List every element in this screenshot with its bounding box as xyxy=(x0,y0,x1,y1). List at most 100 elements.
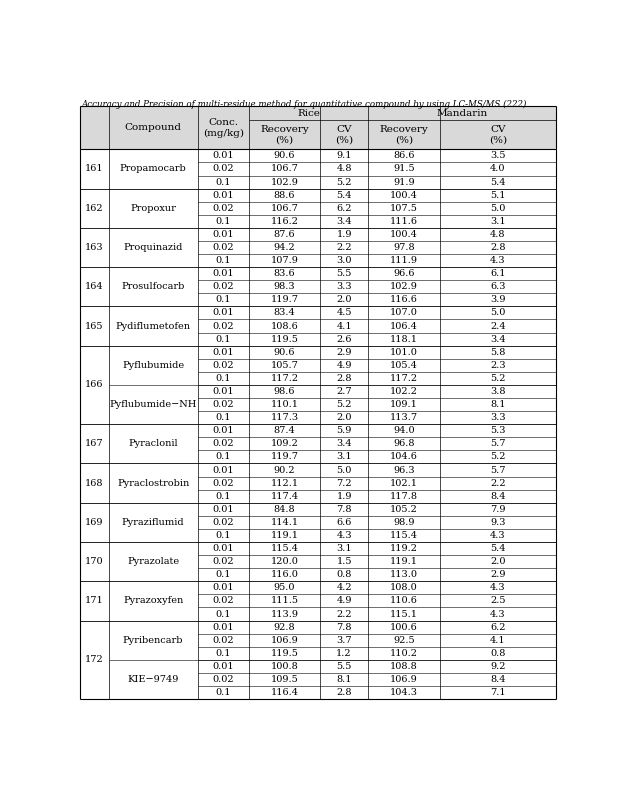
Text: 96.3: 96.3 xyxy=(393,465,415,474)
Text: 0.01: 0.01 xyxy=(213,230,234,239)
Text: 91.9: 91.9 xyxy=(393,178,415,187)
Text: 117.2: 117.2 xyxy=(390,374,419,383)
Text: 98.9: 98.9 xyxy=(394,518,415,527)
Text: 7.2: 7.2 xyxy=(336,478,352,487)
Text: 5.5: 5.5 xyxy=(337,662,352,671)
Text: Pydiflumetofen: Pydiflumetofen xyxy=(115,322,190,330)
Text: 115.4: 115.4 xyxy=(390,531,418,540)
Text: 100.8: 100.8 xyxy=(270,662,298,671)
Text: 111.6: 111.6 xyxy=(390,217,418,225)
Text: 5.2: 5.2 xyxy=(336,178,352,187)
Text: Pyribencarb: Pyribencarb xyxy=(123,636,184,645)
Text: 1.9: 1.9 xyxy=(336,230,352,239)
Text: 116.2: 116.2 xyxy=(270,217,298,225)
Text: Propamocarb: Propamocarb xyxy=(120,165,187,174)
Text: 7.1: 7.1 xyxy=(490,688,506,697)
Text: 112.1: 112.1 xyxy=(270,478,298,487)
Text: 91.5: 91.5 xyxy=(393,165,415,174)
Text: 102.1: 102.1 xyxy=(390,478,418,487)
Text: Rice: Rice xyxy=(297,108,320,118)
Text: 94.2: 94.2 xyxy=(273,243,295,252)
Text: 0.02: 0.02 xyxy=(213,361,234,370)
Text: 0.02: 0.02 xyxy=(213,596,234,605)
Text: 86.6: 86.6 xyxy=(394,151,415,160)
Text: 0.01: 0.01 xyxy=(213,191,234,200)
Text: 4.0: 4.0 xyxy=(490,165,506,174)
Text: 165: 165 xyxy=(85,322,104,330)
Text: 7.8: 7.8 xyxy=(336,623,352,632)
Text: 113.9: 113.9 xyxy=(270,609,298,618)
Text: 2.0: 2.0 xyxy=(336,296,352,305)
Text: 94.0: 94.0 xyxy=(393,427,415,436)
Text: 88.6: 88.6 xyxy=(273,191,295,200)
Text: 0.1: 0.1 xyxy=(216,609,231,618)
Text: Compound: Compound xyxy=(125,124,182,133)
Text: 110.2: 110.2 xyxy=(390,649,418,658)
Text: 2.9: 2.9 xyxy=(490,570,506,579)
Text: 8.1: 8.1 xyxy=(336,675,352,684)
Text: 98.3: 98.3 xyxy=(273,282,295,291)
Text: CV
(%): CV (%) xyxy=(489,125,507,145)
Text: 163: 163 xyxy=(85,243,104,252)
Text: 118.1: 118.1 xyxy=(390,335,418,343)
Text: 110.6: 110.6 xyxy=(390,596,418,605)
Text: 107.0: 107.0 xyxy=(390,309,418,318)
Text: 117.4: 117.4 xyxy=(270,492,298,501)
Text: 96.8: 96.8 xyxy=(394,440,415,448)
Text: 3.1: 3.1 xyxy=(490,217,506,225)
Text: 0.1: 0.1 xyxy=(216,649,231,658)
Text: 5.0: 5.0 xyxy=(490,204,506,213)
Bar xyxy=(80,106,556,120)
Text: 9.3: 9.3 xyxy=(490,518,506,527)
Text: 5.4: 5.4 xyxy=(490,178,506,187)
Text: 3.9: 3.9 xyxy=(490,296,506,305)
Text: 106.9: 106.9 xyxy=(270,636,298,645)
Text: 0.8: 0.8 xyxy=(337,570,352,579)
Text: 4.1: 4.1 xyxy=(490,636,506,645)
Text: 83.6: 83.6 xyxy=(273,269,295,278)
Text: 113.0: 113.0 xyxy=(390,570,418,579)
Text: 4.9: 4.9 xyxy=(336,596,352,605)
Text: 0.01: 0.01 xyxy=(213,505,234,514)
Text: 5.4: 5.4 xyxy=(336,191,352,200)
Text: 104.6: 104.6 xyxy=(390,452,418,461)
Text: 3.4: 3.4 xyxy=(336,440,352,448)
Text: 2.0: 2.0 xyxy=(490,558,506,566)
Text: 116.4: 116.4 xyxy=(270,688,298,697)
Text: 106.7: 106.7 xyxy=(270,204,298,213)
Text: 3.8: 3.8 xyxy=(490,387,506,396)
Text: Pyflubumide−NH: Pyflubumide−NH xyxy=(109,400,197,409)
Text: 4.3: 4.3 xyxy=(490,531,506,540)
Text: 0.1: 0.1 xyxy=(216,492,231,501)
Bar xyxy=(80,120,556,149)
Text: 9.1: 9.1 xyxy=(336,151,352,160)
Text: 1.2: 1.2 xyxy=(336,649,352,658)
Bar xyxy=(80,149,556,188)
Text: 108.6: 108.6 xyxy=(270,322,298,330)
Text: 104.3: 104.3 xyxy=(390,688,418,697)
Text: 0.1: 0.1 xyxy=(216,688,231,697)
Text: 119.5: 119.5 xyxy=(270,649,298,658)
Text: 3.1: 3.1 xyxy=(336,544,352,553)
Text: Pyraziflumid: Pyraziflumid xyxy=(122,518,184,527)
Text: 2.9: 2.9 xyxy=(336,347,352,356)
Text: 5.3: 5.3 xyxy=(490,427,506,436)
Text: 0.02: 0.02 xyxy=(213,675,234,684)
Text: 5.5: 5.5 xyxy=(337,269,352,278)
Text: 0.02: 0.02 xyxy=(213,400,234,409)
Text: 92.8: 92.8 xyxy=(273,623,295,632)
Text: 8.4: 8.4 xyxy=(490,675,506,684)
Text: 0.1: 0.1 xyxy=(216,296,231,305)
Text: 87.6: 87.6 xyxy=(273,230,295,239)
Text: 87.4: 87.4 xyxy=(273,427,295,436)
Text: 106.9: 106.9 xyxy=(390,675,418,684)
Text: 4.3: 4.3 xyxy=(490,583,506,592)
Text: 4.1: 4.1 xyxy=(336,322,352,330)
Text: 107.5: 107.5 xyxy=(390,204,418,213)
Text: 102.2: 102.2 xyxy=(390,387,418,396)
Text: 84.8: 84.8 xyxy=(273,505,295,514)
Text: Prosulfocarb: Prosulfocarb xyxy=(122,282,185,291)
Text: 119.1: 119.1 xyxy=(270,531,298,540)
Text: 0.01: 0.01 xyxy=(213,387,234,396)
Text: 1.9: 1.9 xyxy=(336,492,352,501)
